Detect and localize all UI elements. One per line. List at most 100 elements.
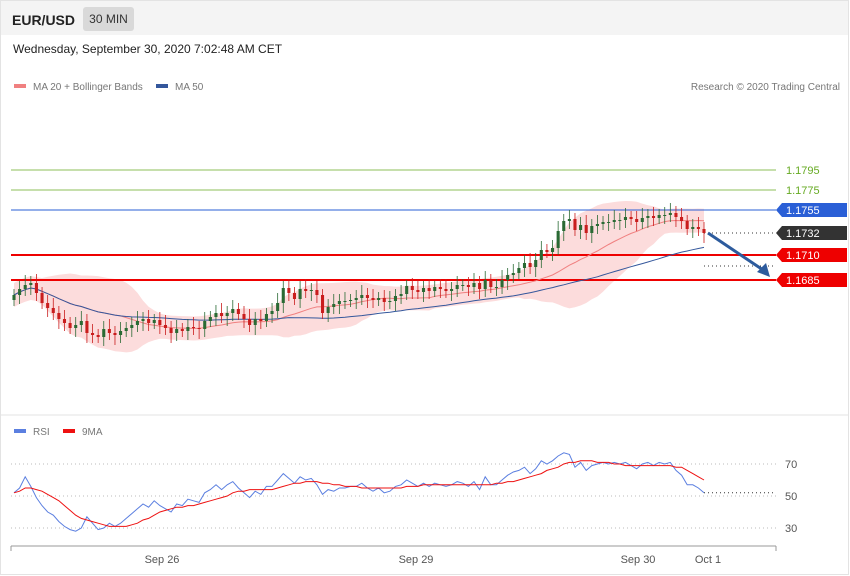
x-tick-label: Sep 30: [621, 554, 656, 566]
candle-body: [494, 287, 498, 288]
bollinger-band-fill: [14, 201, 704, 353]
candle-body: [281, 288, 285, 303]
price-tags: 1.1795 1.1775 1.1755 1.1732 1.1710 1.1685: [776, 165, 847, 287]
candle-body: [46, 303, 50, 308]
candle-body: [304, 289, 308, 291]
candle-body: [270, 311, 274, 314]
candle-body: [573, 219, 577, 230]
candle-body: [34, 283, 38, 293]
candle-body: [472, 283, 476, 287]
candle-body: [651, 216, 656, 218]
candle-body: [147, 319, 151, 323]
candle-body: [388, 301, 392, 302]
candle-body: [175, 329, 179, 333]
candle-body: [478, 283, 482, 289]
projection-arrowhead: [757, 263, 770, 277]
candle-body: [276, 303, 280, 311]
candle-body: [169, 328, 173, 333]
x-axis: Sep 26 Sep 29 Sep 30 Oct 1: [10, 545, 777, 566]
price-tag-label: 1.1732: [786, 228, 820, 240]
candle-body: [51, 308, 55, 313]
candle-body: [629, 217, 633, 219]
moving-averages: [13, 219, 705, 330]
candle-body: [186, 327, 190, 331]
candle-body: [685, 221, 689, 229]
candle-body: [377, 298, 381, 300]
symbol-label: EUR/USD: [12, 12, 76, 28]
candle-body: [231, 309, 235, 313]
candle-body: [107, 329, 111, 333]
candle-body: [220, 313, 224, 316]
candle-body: [550, 248, 555, 252]
copyright-label: Research © 2020 Trading Central: [691, 82, 840, 93]
candle-body: [590, 226, 594, 233]
candle-body: [410, 286, 414, 290]
candle-body: [163, 325, 168, 328]
candle-body: [438, 287, 442, 289]
candle-body: [674, 213, 678, 217]
candle-body: [517, 268, 521, 273]
candle-body: [607, 222, 611, 223]
rsi-panel: RSI 9MA 30 50 70: [11, 427, 797, 535]
projection: [707, 231, 770, 277]
rsi-tick-label: 70: [785, 459, 797, 471]
candle-body: [405, 286, 409, 294]
candle-body: [208, 317, 212, 321]
candle-body: [450, 289, 454, 291]
candles: [12, 203, 706, 346]
timeframe-button[interactable]: 30 MIN: [83, 7, 134, 31]
candle-body: [522, 263, 527, 268]
candle-body: [595, 224, 599, 226]
candle-body: [584, 225, 588, 233]
candle-body: [567, 219, 571, 221]
candle-body: [225, 313, 229, 316]
rsi-legend: RSI: [33, 427, 50, 438]
candle-body: [511, 273, 515, 275]
rsi-line: [13, 452, 705, 532]
candle-body: [528, 263, 532, 267]
candle-body: [74, 325, 78, 328]
candle-body: [365, 295, 369, 298]
candle-body: [382, 298, 386, 302]
price-tag: [776, 248, 847, 262]
candle-body: [483, 280, 487, 289]
price-tag-label: 1.1685: [786, 275, 820, 287]
candle-body: [124, 328, 128, 331]
candle-body: [489, 280, 493, 287]
candle-body: [236, 309, 240, 314]
price-tag-label: 1.1775: [786, 185, 820, 197]
candle-body: [691, 227, 695, 229]
candle-body: [315, 290, 319, 295]
candle-body: [433, 287, 437, 291]
candle-body: [242, 314, 246, 319]
candle-body: [40, 293, 44, 303]
candle-body: [500, 280, 504, 287]
candle-body: [371, 298, 375, 300]
price-tag-label: 1.1710: [786, 250, 820, 262]
candle-body: [180, 329, 184, 331]
candle-body: [135, 321, 139, 325]
candle-body: [455, 285, 459, 289]
candle-body: [444, 289, 448, 291]
candle-body: [102, 329, 106, 337]
candle-body: [62, 319, 67, 323]
candle-body: [612, 220, 616, 222]
candle-body: [623, 217, 628, 220]
candle-body: [657, 215, 661, 218]
rsi-tick-label: 50: [785, 491, 797, 503]
candle-body: [680, 217, 684, 221]
candle-body: [635, 219, 639, 222]
chart-legend: MA 20 + Bollinger Bands MA 50 Research ©…: [14, 82, 840, 93]
candle-body: [427, 288, 431, 291]
candle-body: [663, 215, 667, 216]
candle-body: [292, 293, 297, 299]
candle-body: [96, 335, 100, 337]
rsi-ma-line: [13, 460, 705, 527]
candle-body: [113, 333, 117, 335]
candle-body: [298, 289, 302, 299]
candle-body: [646, 216, 650, 218]
candle-body: [332, 304, 336, 307]
rsi-ma-legend: 9MA: [82, 427, 103, 438]
ma20-line: [13, 219, 705, 330]
